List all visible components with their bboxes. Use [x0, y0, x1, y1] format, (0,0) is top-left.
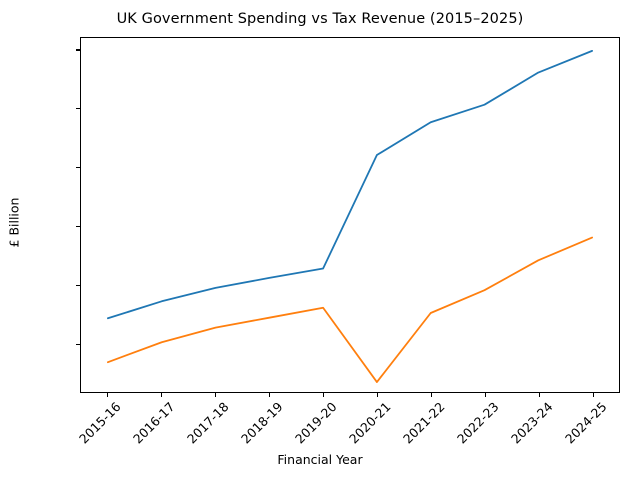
- y-tick-mark: [76, 343, 80, 345]
- x-tick-mark: [106, 393, 108, 397]
- x-tick-mark: [268, 393, 270, 397]
- x-tick-mark: [214, 393, 216, 397]
- plot-area: [80, 37, 620, 393]
- plot-lines: [107, 49, 593, 383]
- y-tick-mark: [76, 284, 80, 286]
- y-tick-mark: [76, 49, 80, 51]
- x-tick-mark: [538, 393, 540, 397]
- x-axis-label: Financial Year: [277, 452, 363, 467]
- line-series-2: [107, 236, 593, 383]
- chart-title: UK Government Spending vs Tax Revenue (2…: [116, 11, 524, 27]
- x-tick-mark: [592, 393, 594, 397]
- y-tick-mark: [76, 167, 80, 169]
- line-series-1: [107, 49, 593, 320]
- y-tick-mark: [76, 108, 80, 110]
- y-axis-label: £ Billion: [6, 197, 22, 248]
- x-tick-mark: [430, 393, 432, 397]
- x-tick-mark: [160, 393, 162, 397]
- x-tick-mark: [376, 393, 378, 397]
- x-tick-mark: [484, 393, 486, 397]
- y-tick-mark: [76, 225, 80, 228]
- x-tick-mark: [322, 393, 324, 397]
